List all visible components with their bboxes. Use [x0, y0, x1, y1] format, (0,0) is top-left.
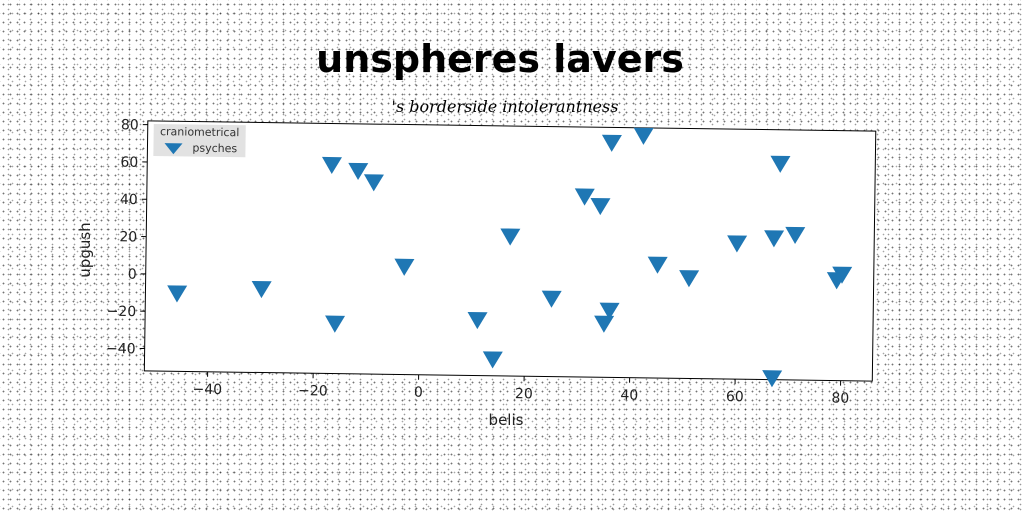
x-tick-label: 0 [414, 385, 423, 401]
x-tick-label: 60 [726, 389, 744, 405]
x-tick-label: 20 [515, 386, 533, 402]
data-point [679, 270, 700, 288]
data-point [541, 290, 562, 308]
data-point [599, 302, 620, 320]
data-point [167, 285, 188, 303]
legend-marker-triangle [164, 143, 183, 155]
data-point [647, 256, 668, 274]
data-point [594, 315, 615, 333]
y-axis-label: upgush [76, 222, 94, 277]
plot-frame [143, 120, 877, 382]
data-point [500, 228, 521, 246]
y-tick-label: −40 [106, 341, 136, 357]
y-tick-label: −20 [107, 304, 137, 320]
data-point [770, 155, 791, 173]
legend-title: craniometrical [160, 125, 239, 139]
data-point [601, 134, 622, 152]
y-axis: −40 −20 0 20 40 60 80 [106, 117, 148, 357]
x-tick-label: 80 [831, 391, 849, 407]
y-tick-label: 60 [120, 155, 138, 171]
series-psyches [167, 127, 853, 388]
data-point [633, 127, 654, 145]
y-tick-label: 20 [119, 229, 137, 245]
x-tick-label: 40 [620, 388, 638, 404]
plot-area: −40 −20 0 20 40 60 80 −40 −20 0 20 40 60 80 craniome… [106, 117, 877, 407]
y-tick-label: 0 [128, 267, 137, 283]
data-point [321, 156, 342, 175]
x-tick-label: −40 [193, 382, 223, 398]
data-point [363, 174, 384, 192]
data-point [574, 188, 595, 206]
data-point [251, 280, 272, 299]
data-point [762, 370, 783, 388]
data-point [325, 315, 346, 333]
data-point [467, 311, 488, 330]
legend: craniometrical psyches [153, 124, 246, 158]
chart-subtitle: 's borderside intolerantness [392, 97, 619, 116]
x-axis: −40 −20 0 20 40 60 80 [193, 371, 849, 407]
x-axis-label: belis [489, 411, 524, 429]
x-tick-label: −20 [298, 383, 328, 399]
data-point [482, 351, 503, 369]
data-point [832, 266, 853, 284]
data-point [727, 235, 748, 253]
y-tick-label: 80 [121, 117, 139, 133]
legend-label-psyches: psyches [192, 142, 237, 156]
data-point [590, 197, 611, 216]
y-tick-label: 40 [120, 192, 138, 208]
data-point [764, 230, 785, 248]
data-point [394, 258, 415, 276]
data-point [348, 162, 369, 181]
data-point [785, 226, 806, 244]
chart-title: unspheres lavers [316, 37, 684, 81]
